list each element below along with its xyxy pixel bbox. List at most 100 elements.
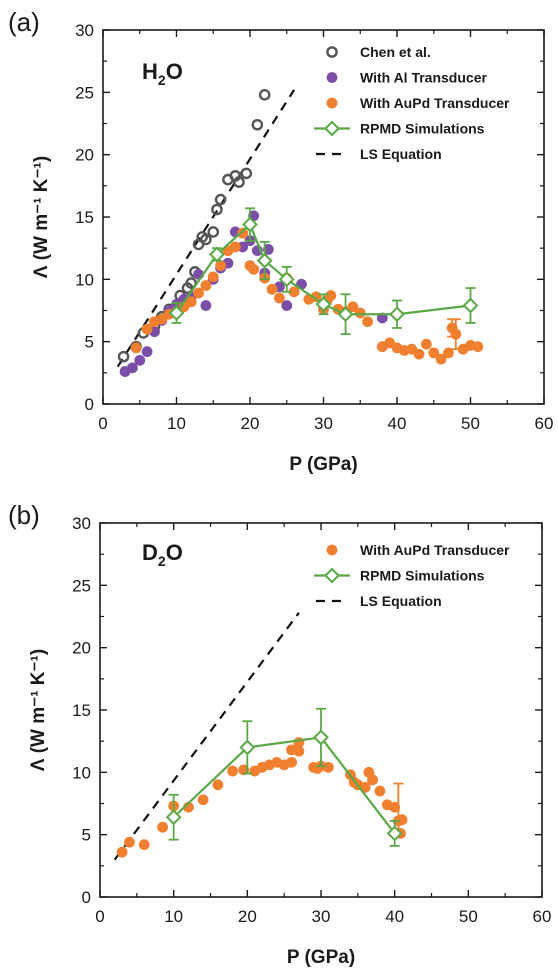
data-point xyxy=(337,306,354,323)
x-axis-title: P (GPa) xyxy=(289,454,357,475)
panel-title-main: H xyxy=(142,59,158,84)
y-tick-label: 0 xyxy=(85,395,94,414)
x-tick-label: 50 xyxy=(459,907,478,926)
panel-title: H2O xyxy=(142,59,183,88)
data-point xyxy=(472,341,484,353)
data-point xyxy=(237,227,249,239)
data-point xyxy=(200,233,212,246)
legend: Chen et al. With Al Transducer With AuPd T… xyxy=(314,44,510,162)
y-tick-label: 10 xyxy=(75,270,94,289)
data-point xyxy=(354,307,366,319)
x-tick-label: 60 xyxy=(535,414,554,433)
data-point xyxy=(367,774,378,786)
x-tick-label: 20 xyxy=(241,414,260,433)
x-tick-label: 0 xyxy=(98,414,107,433)
data-point xyxy=(293,737,305,748)
y-tick-label: 5 xyxy=(82,826,91,845)
y-tick-label: 0 xyxy=(82,888,91,907)
data-point xyxy=(124,836,135,848)
legend-label: With AuPd Transducer xyxy=(360,95,510,111)
data-point xyxy=(313,729,329,746)
chart-panel-1: (a) 0 10 20 30 40 50 60 0 5 10 15 20 25 30 P (GPa) Λ (W … xyxy=(8,7,553,475)
series-rpmd xyxy=(168,207,479,336)
panel-title-subscript: 2 xyxy=(158,553,166,569)
legend-label: LS Equation xyxy=(360,593,442,609)
data-point xyxy=(134,354,146,366)
data-point xyxy=(185,296,197,308)
data-point xyxy=(374,785,386,797)
ls-equation-line xyxy=(113,612,300,861)
data-point xyxy=(197,794,209,806)
data-point xyxy=(215,260,227,272)
data-point xyxy=(347,301,359,313)
x-tick-label: 30 xyxy=(314,414,333,433)
data-point xyxy=(322,761,334,773)
data-point xyxy=(193,287,204,299)
ls-equation-line xyxy=(116,89,296,368)
data-point xyxy=(117,350,130,363)
data-point xyxy=(251,118,264,131)
data-point xyxy=(288,286,300,298)
data-point xyxy=(238,764,250,776)
series-rpmd xyxy=(165,707,403,847)
y-tick-label: 10 xyxy=(72,763,91,782)
data-point xyxy=(274,292,285,304)
data-point xyxy=(293,745,305,757)
data-point xyxy=(281,300,293,311)
y-tick-label: 20 xyxy=(75,146,94,165)
legend-label: RPMD Simulations xyxy=(360,568,485,584)
data-point xyxy=(141,323,153,335)
data-point xyxy=(116,846,128,858)
data-point xyxy=(389,801,401,813)
panel-label: (b) xyxy=(8,500,40,530)
y-tick-label: 30 xyxy=(75,21,94,40)
data-point xyxy=(138,839,150,851)
data-point xyxy=(126,362,138,374)
y-axis-title: Λ (W m⁻¹ K⁻¹) xyxy=(28,649,49,771)
legend-swatch-marker xyxy=(326,544,338,556)
y-tick-label: 25 xyxy=(75,83,94,102)
y-tick-label: 30 xyxy=(72,514,91,533)
legend-swatch-marker xyxy=(326,72,338,83)
panel-label: (a) xyxy=(8,7,40,37)
data-layer xyxy=(116,89,484,377)
data-layer xyxy=(113,612,408,861)
x-tick-label: 10 xyxy=(167,414,186,433)
data-point xyxy=(168,305,185,321)
data-point xyxy=(209,246,225,263)
data-point xyxy=(207,271,219,283)
legend-swatch-marker xyxy=(324,567,340,584)
data-point xyxy=(428,347,440,359)
legend-swatch-marker xyxy=(326,46,338,58)
data-point xyxy=(233,176,245,188)
x-tick-label: 20 xyxy=(238,907,257,926)
data-point xyxy=(443,347,454,359)
data-point xyxy=(315,296,332,313)
data-point xyxy=(242,216,258,233)
data-point xyxy=(211,203,223,216)
data-point xyxy=(286,756,297,768)
x-tick-label: 40 xyxy=(388,414,407,433)
data-point xyxy=(240,167,253,180)
data-point xyxy=(413,348,425,360)
y-tick-label: 25 xyxy=(72,576,91,595)
rpmd-line xyxy=(172,736,396,835)
data-point xyxy=(165,809,182,826)
panel-title-main: D xyxy=(142,540,158,565)
legend-label: RPMD Simulations xyxy=(360,121,485,137)
panel-title-end: O xyxy=(166,59,183,84)
data-point xyxy=(386,825,403,842)
x-tick-label: 60 xyxy=(533,907,552,926)
data-point xyxy=(389,306,405,323)
x-tick-label: 50 xyxy=(461,414,480,433)
data-point xyxy=(157,821,169,833)
data-point xyxy=(239,739,256,756)
panel-title: D2O xyxy=(142,540,183,569)
legend-label: LS Equation xyxy=(360,146,442,162)
data-point xyxy=(185,277,197,289)
data-point xyxy=(256,252,273,269)
data-point xyxy=(396,814,408,826)
series-aupd xyxy=(116,737,408,858)
y-tick-label: 5 xyxy=(85,333,94,352)
